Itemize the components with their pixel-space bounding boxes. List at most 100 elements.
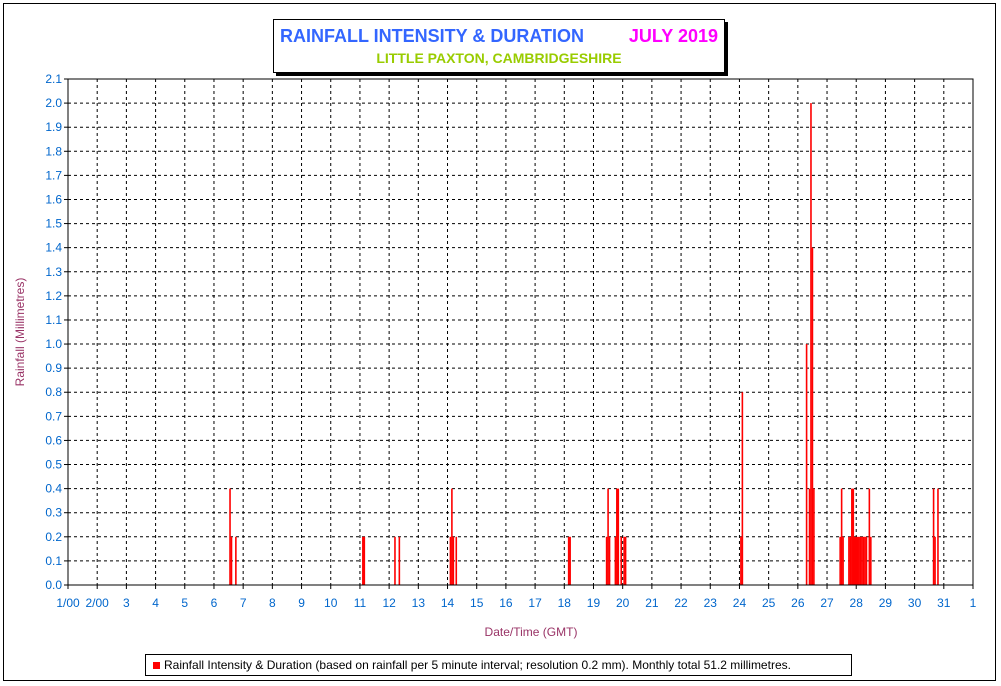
rain-bar [861, 536, 863, 585]
rain-bar [394, 536, 396, 585]
rain-bar [616, 488, 618, 585]
rainfall-bars [229, 103, 939, 585]
x-tick-label: 14 [441, 596, 455, 610]
rain-bar [455, 536, 458, 585]
chart-location: LITTLE PAXTON, CAMBRIDGESHIRE [376, 50, 622, 66]
rain-bar [811, 247, 814, 585]
rain-bar [741, 392, 744, 585]
y-tick-label: 0.6 [45, 433, 62, 447]
y-tick-label: 1.3 [45, 265, 62, 279]
rain-bar [608, 536, 611, 585]
rain-bar [870, 536, 872, 585]
rain-bar [398, 536, 401, 585]
x-tick-label: 19 [587, 596, 601, 610]
legend-text: Rainfall Intensity & Duration (based on … [164, 658, 791, 672]
x-tick-label: 28 [850, 596, 864, 610]
rain-bar [605, 536, 608, 585]
rain-bar [813, 488, 815, 585]
y-tick-label: 2.1 [45, 72, 62, 86]
rain-bar [932, 488, 935, 585]
x-tick-label: 10 [324, 596, 338, 610]
rain-bar [851, 488, 853, 585]
rain-bar [614, 536, 617, 585]
chart-title: RAINFALL INTENSITY & DURATION [280, 26, 585, 46]
rain-bar [229, 488, 231, 585]
x-tick-label: 15 [470, 596, 484, 610]
x-tick-label: 26 [791, 596, 805, 610]
rain-bar [617, 488, 620, 585]
x-tick-label: 9 [298, 596, 305, 610]
rain-bar [864, 536, 866, 585]
y-tick-label: 0.2 [45, 530, 62, 544]
y-tick-label: 0.9 [45, 361, 62, 375]
rain-bar [451, 488, 453, 585]
rain-bar [607, 488, 609, 585]
rain-bar [620, 536, 623, 585]
rain-bar [934, 536, 936, 585]
rain-bar [859, 536, 862, 585]
x-tick-label: 31 [937, 596, 951, 610]
x-tick-label: 7 [240, 596, 247, 610]
x-tick-label: 30 [908, 596, 922, 610]
rain-bar [855, 536, 858, 585]
x-axis-label: Date/Time (GMT) [485, 625, 578, 639]
rain-bar [842, 536, 844, 585]
x-tick-label: 5 [181, 596, 188, 610]
rain-bar [840, 488, 843, 585]
title-box: RAINFALL INTENSITY & DURATION JULY 2019 … [273, 19, 725, 73]
x-tick-label: 2/00 [86, 596, 110, 610]
x-tick-label: 25 [762, 596, 776, 610]
x-tick-label: 1/00 [56, 596, 80, 610]
rain-bar [862, 536, 865, 585]
x-tick-label: 8 [269, 596, 276, 610]
x-tick-label: 24 [733, 596, 747, 610]
y-tick-label: 0.8 [45, 385, 62, 399]
rain-bar [808, 488, 811, 585]
rain-bar [858, 536, 860, 585]
x-tick-label: 13 [412, 596, 426, 610]
x-tick-labels: 1/00 2/00 3 4 5 6 7 8 9 10 11 12 13 14 15 16 17 18 19 20 21 2… [56, 596, 976, 610]
rain-bar [852, 488, 855, 585]
x-tick-label: 20 [616, 596, 630, 610]
x-tick-label: 1 [970, 596, 977, 610]
axes [64, 78, 974, 589]
rain-bar [362, 536, 364, 585]
x-tick-label: 27 [820, 596, 834, 610]
plot-border [67, 78, 974, 586]
rain-bar [810, 103, 812, 585]
x-tick-label: 4 [152, 596, 159, 610]
y-tick-label: 2.0 [45, 96, 62, 110]
rain-bar [805, 344, 808, 585]
rain-bar [567, 536, 570, 585]
grid [68, 78, 974, 585]
rain-bar [839, 536, 841, 585]
legend: Rainfall Intensity & Duration (based on … [145, 654, 852, 676]
rain-bar [868, 488, 871, 585]
x-tick-label: 21 [645, 596, 659, 610]
rain-bar [853, 536, 856, 585]
x-tick-label: 17 [528, 596, 542, 610]
rain-bar [230, 536, 233, 585]
rain-bar [569, 536, 571, 585]
rain-bar [937, 488, 939, 585]
y-tick-label: 1.0 [45, 337, 62, 351]
rain-bar [235, 536, 237, 585]
chart-period: JULY 2019 [628, 26, 718, 46]
x-tick-label: 22 [674, 596, 688, 610]
rain-bar [452, 536, 455, 585]
legend-swatch [153, 662, 160, 669]
y-tick-label: 1.6 [45, 192, 62, 206]
y-tick-label: 1.4 [45, 241, 62, 255]
y-tick-label: 1.2 [45, 289, 62, 303]
y-tick-label: 0.3 [45, 506, 62, 520]
x-tick-label: 12 [382, 596, 396, 610]
y-tick-label: 0.4 [45, 482, 62, 496]
y-tick-label: 0.7 [45, 409, 62, 423]
x-tick-label: 6 [211, 596, 218, 610]
y-tick-labels: 0.0 0.1 0.2 0.3 0.4 0.5 0.6 0.7 0.8 0.9 1.0 1.1 1.2 1… [45, 72, 62, 592]
y-axis-label: Rainfall (Millimetres) [13, 278, 27, 387]
y-tick-label: 1.1 [45, 313, 62, 327]
x-tick-label: 11 [354, 596, 367, 610]
rain-bar [865, 536, 868, 585]
